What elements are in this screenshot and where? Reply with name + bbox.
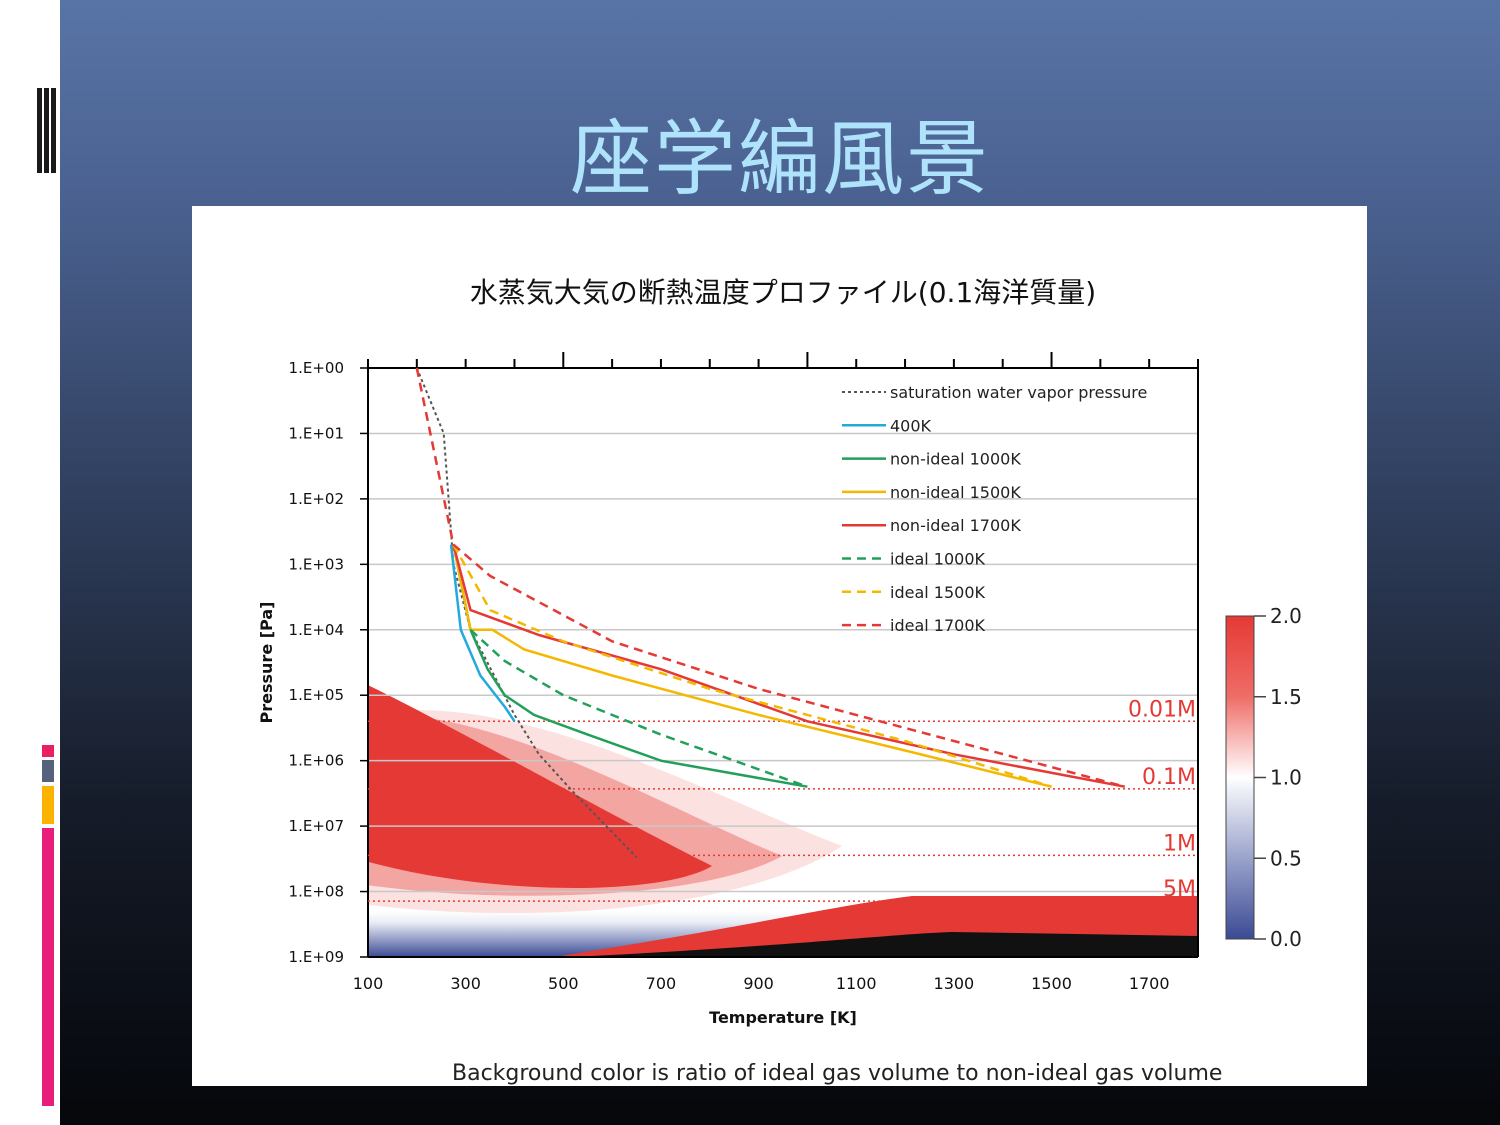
y-tick-label: 1.E+02 — [289, 490, 344, 508]
legend-label: non-ideal 1500K — [890, 483, 1021, 502]
chart-title: 水蒸気大気の断熱温度プロファイル(0.1海洋質量) — [470, 276, 1096, 309]
deco-bar-2 — [44, 88, 49, 173]
series-line — [415, 367, 638, 858]
legend-label: ideal 1500K — [890, 583, 986, 602]
deco-accent-pink — [42, 745, 54, 757]
colorbar-tick-label: 1.5 — [1270, 685, 1302, 709]
colorbar — [1225, 615, 1255, 940]
x-tick-label: 500 — [548, 974, 579, 993]
ratio-black-region — [573, 932, 1198, 957]
x-tick-label: 700 — [646, 974, 677, 993]
y-tick-label: 1.E+00 — [289, 359, 344, 377]
chart-svg: 水蒸気大気の断熱温度プロファイル(0.1海洋質量) 1.E+00 1.E+01 1.E… — [257, 276, 1302, 1086]
y-tick-label: 1.E+06 — [289, 752, 344, 770]
colorbar-tick-label: 2.0 — [1270, 604, 1302, 628]
y-tick-label: 1.E+09 — [289, 948, 344, 966]
y-tick-label: 1.E+08 — [289, 883, 344, 901]
series-line — [452, 543, 1052, 788]
series-line — [452, 544, 1052, 788]
deco-accent-magenta — [42, 828, 54, 1106]
colorbar-tick-label: 0.0 — [1270, 927, 1302, 951]
y-tick-label: 1.E+03 — [289, 555, 344, 573]
legend-label: non-ideal 1700K — [890, 516, 1021, 535]
x-axis-label: Temperature [K] — [709, 1008, 857, 1027]
series-line — [452, 544, 808, 788]
legend-label: 400K — [890, 416, 932, 435]
ratio-red-core — [368, 685, 712, 888]
colorbar-tick-label: 1.0 — [1270, 766, 1302, 790]
y-tick-label: 1.E+04 — [289, 621, 344, 639]
x-tick-label: 1700 — [1129, 974, 1170, 993]
reference-label: 0.1M — [1142, 765, 1196, 790]
reference-label: 5M — [1163, 877, 1196, 902]
chart-figure: 水蒸気大気の断熱温度プロファイル(0.1海洋質量) 1.E+00 1.E+01 1.E… — [192, 206, 1367, 1086]
series-line — [452, 544, 1126, 788]
series-line — [449, 544, 516, 722]
reference-label: 1M — [1163, 831, 1196, 856]
colorbar-tick-label: 0.5 — [1270, 846, 1302, 870]
series-line — [415, 367, 1126, 788]
slide-title: 座学編風景 — [569, 112, 990, 207]
legend-label: ideal 1000K — [890, 550, 986, 569]
x-tick-label: 300 — [450, 974, 481, 993]
x-tick-label: 900 — [743, 974, 774, 993]
y-axis-label: Pressure [Pa] — [257, 602, 276, 724]
reference-label: 0.01M — [1128, 697, 1196, 722]
deco-bar-1 — [37, 88, 42, 173]
legend-label: saturation water vapor pressure — [890, 383, 1147, 402]
legend-label: ideal 1700K — [890, 616, 986, 635]
y-tick-label: 1.E+05 — [289, 686, 344, 704]
deco-accent-orange — [42, 786, 54, 824]
x-tick-label: 1300 — [934, 974, 975, 993]
y-tick-label: 1.E+01 — [289, 424, 344, 442]
chart-caption: Background color is ratio of ideal gas v… — [452, 1061, 1222, 1086]
deco-bar-3 — [51, 88, 56, 173]
x-tick-label: 100 — [353, 974, 384, 993]
deco-accent-slate — [42, 760, 54, 782]
series-line — [469, 628, 808, 788]
x-tick-label: 1500 — [1031, 974, 1072, 993]
legend-label: non-ideal 1000K — [890, 450, 1021, 469]
y-tick-label: 1.E+07 — [289, 817, 344, 835]
x-tick-label: 1100 — [836, 974, 877, 993]
